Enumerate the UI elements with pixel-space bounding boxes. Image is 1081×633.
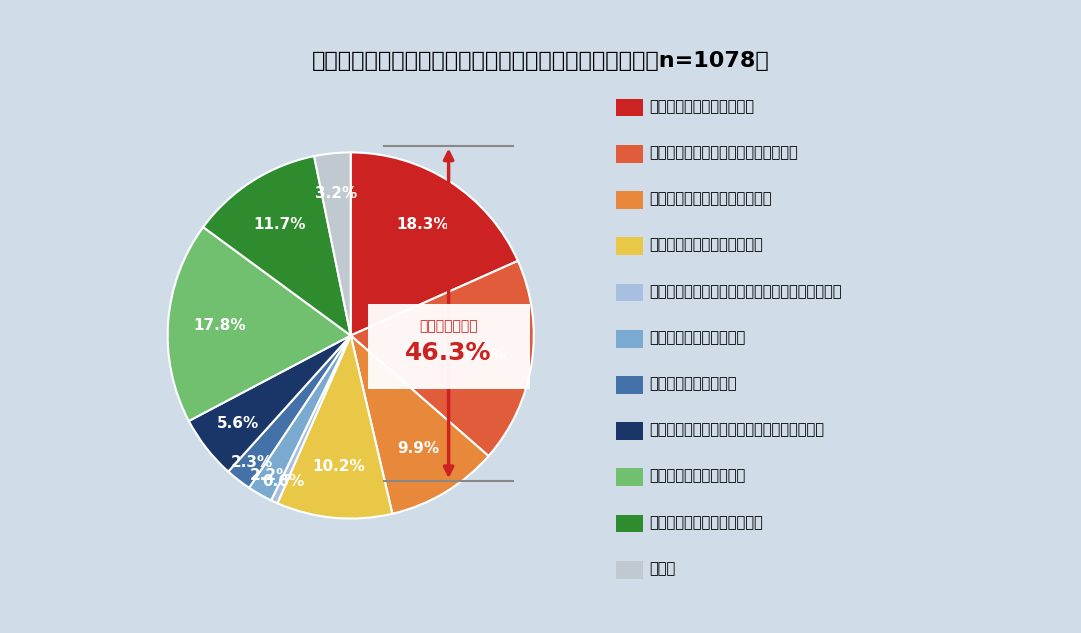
Text: 18.1%: 18.1%	[455, 348, 507, 363]
Wedge shape	[203, 156, 350, 335]
Text: 2.3%: 2.3%	[230, 455, 273, 470]
Wedge shape	[350, 261, 534, 456]
Text: 知り合いから譲り受けた: 知り合いから譲り受けた	[650, 468, 746, 484]
Wedge shape	[278, 335, 392, 518]
Text: 保健所から保護してきた: 保健所から保護してきた	[650, 330, 746, 345]
Wedge shape	[189, 335, 350, 472]
Text: 9.9%: 9.9%	[398, 441, 440, 456]
Text: あなたが現在飼っているペットはどこで迎えましたか？（n=1078）: あなたが現在飼っているペットはどこで迎えましたか？（n=1078）	[311, 51, 770, 71]
Text: 里親募集（インターネット、動物病院など）: 里親募集（インターネット、動物病院など）	[650, 422, 825, 437]
Text: ブリーダー（マッチングサイトなどを利用した）: ブリーダー（マッチングサイトなどを利用した）	[650, 284, 842, 299]
Text: 0.6%: 0.6%	[263, 474, 305, 489]
Text: 2.2%: 2.2%	[250, 468, 292, 483]
Text: 譲渡会で保護してきた: 譲渡会で保護してきた	[650, 376, 737, 391]
Wedge shape	[168, 227, 350, 421]
Text: 18.3%: 18.3%	[396, 217, 449, 232]
Wedge shape	[350, 153, 518, 335]
Wedge shape	[350, 335, 489, 514]
Text: 10.2%: 10.2%	[312, 460, 365, 474]
Wedge shape	[228, 335, 350, 488]
Text: 5.6%: 5.6%	[217, 416, 259, 431]
Text: ペットショップ（ホームセンター内）: ペットショップ（ホームセンター内）	[650, 145, 798, 160]
Text: 捨てられていた子を保護した: 捨てられていた子を保護した	[650, 515, 763, 530]
Text: 17.8%: 17.8%	[192, 318, 245, 333]
Wedge shape	[271, 335, 350, 503]
Text: その他: その他	[650, 561, 676, 576]
Text: ペットショップ: ペットショップ	[419, 319, 478, 333]
Text: 46.3%: 46.3%	[405, 341, 492, 365]
Wedge shape	[315, 153, 350, 335]
Text: 3.2%: 3.2%	[316, 186, 358, 201]
Wedge shape	[249, 335, 350, 500]
Text: ブリーダー（自分で探した）: ブリーダー（自分で探した）	[650, 237, 763, 253]
Text: ペットショップ（路面店）: ペットショップ（路面店）	[650, 99, 755, 114]
Text: 11.7%: 11.7%	[253, 217, 306, 232]
Text: ペットショップ（商業施設内）: ペットショップ（商業施設内）	[650, 191, 772, 206]
